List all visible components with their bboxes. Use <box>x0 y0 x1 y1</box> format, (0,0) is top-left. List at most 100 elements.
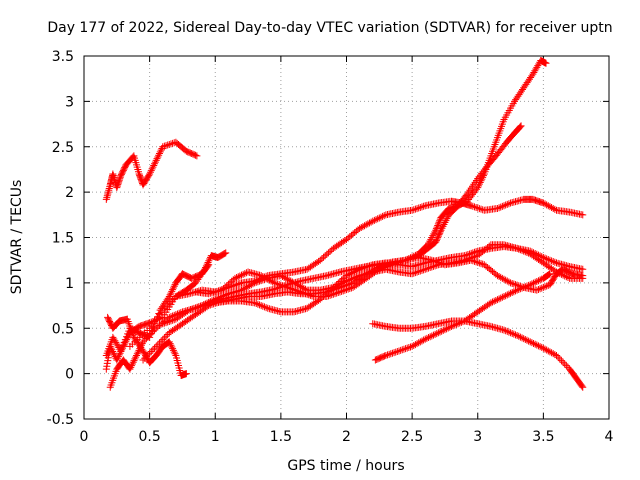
data-point <box>526 281 534 289</box>
data-point <box>435 231 443 239</box>
data-point <box>320 253 328 261</box>
data-point <box>119 341 127 349</box>
data-point <box>318 294 326 302</box>
data-point <box>114 353 122 361</box>
data-point <box>505 200 513 208</box>
data-point <box>525 249 533 257</box>
data-point <box>356 224 364 232</box>
data-point <box>171 281 179 289</box>
data-point <box>241 270 249 278</box>
data-point <box>362 221 370 229</box>
series-layer <box>102 57 587 391</box>
data-point <box>364 220 372 228</box>
data-point <box>351 274 359 282</box>
data-point <box>206 298 214 306</box>
data-point <box>198 302 206 310</box>
data-point <box>443 325 451 333</box>
data-point <box>272 279 280 287</box>
series-s1 <box>102 138 201 203</box>
data-point <box>515 245 523 253</box>
data-point <box>513 244 521 252</box>
data-point <box>528 339 536 347</box>
data-point <box>543 282 551 290</box>
data-point <box>329 290 337 298</box>
data-point <box>433 330 441 338</box>
data-point <box>424 241 432 249</box>
data-point <box>375 214 383 222</box>
data-point <box>152 156 160 164</box>
data-point <box>305 291 313 299</box>
data-point <box>343 286 350 294</box>
data-point <box>544 347 552 355</box>
data-point <box>144 351 152 359</box>
data-point <box>188 305 196 313</box>
data-point <box>500 326 508 334</box>
data-point <box>164 318 172 326</box>
data-point <box>415 268 423 276</box>
data-point <box>381 352 389 360</box>
data-point <box>427 235 435 243</box>
data-point <box>425 334 433 342</box>
data-point <box>479 172 487 180</box>
data-point <box>323 250 331 258</box>
data-point <box>400 345 408 353</box>
data-point <box>233 281 241 289</box>
data-point <box>523 336 531 344</box>
data-point <box>354 266 362 274</box>
data-point <box>549 204 557 212</box>
data-point <box>151 326 159 334</box>
data-point <box>495 273 503 281</box>
series-s6 <box>126 195 587 350</box>
data-point <box>221 291 229 299</box>
data-point <box>282 274 290 282</box>
data-point <box>359 223 367 231</box>
data-point <box>544 271 552 279</box>
data-point <box>393 348 401 356</box>
data-point <box>508 279 516 287</box>
data-point <box>372 216 380 224</box>
data-point <box>159 336 167 344</box>
data-point <box>192 304 200 312</box>
data-point <box>511 331 519 339</box>
data-point <box>472 258 480 266</box>
data-point <box>151 344 159 352</box>
data-point <box>421 335 429 343</box>
data-point <box>168 343 176 351</box>
data-point <box>515 285 523 293</box>
data-point <box>139 356 147 364</box>
data-point <box>324 249 332 257</box>
data-point <box>367 218 375 226</box>
data-point <box>541 345 549 353</box>
data-point <box>259 273 267 281</box>
data-point <box>204 262 212 270</box>
data-point <box>231 281 239 289</box>
data-point <box>352 267 360 275</box>
data-point <box>418 266 426 274</box>
data-point <box>508 329 516 337</box>
data-point <box>557 357 565 365</box>
data-point <box>354 272 362 280</box>
data-point <box>234 273 242 281</box>
data-point <box>165 317 173 325</box>
data-point <box>200 301 208 309</box>
data-point <box>169 316 177 324</box>
data-point <box>169 346 177 354</box>
data-point <box>169 286 177 294</box>
data-point <box>279 273 287 281</box>
data-point <box>516 123 524 131</box>
data-point <box>334 289 342 297</box>
data-point <box>418 337 426 345</box>
data-point <box>518 284 526 292</box>
data-point <box>416 338 424 346</box>
data-point <box>379 212 387 220</box>
data-point <box>429 331 437 339</box>
data-point <box>500 292 508 300</box>
data-point <box>498 293 506 301</box>
data-point <box>423 265 431 273</box>
data-point <box>338 287 346 295</box>
data-point <box>432 237 440 245</box>
data-point <box>411 205 419 213</box>
data-point <box>497 203 505 211</box>
data-point <box>410 341 418 349</box>
